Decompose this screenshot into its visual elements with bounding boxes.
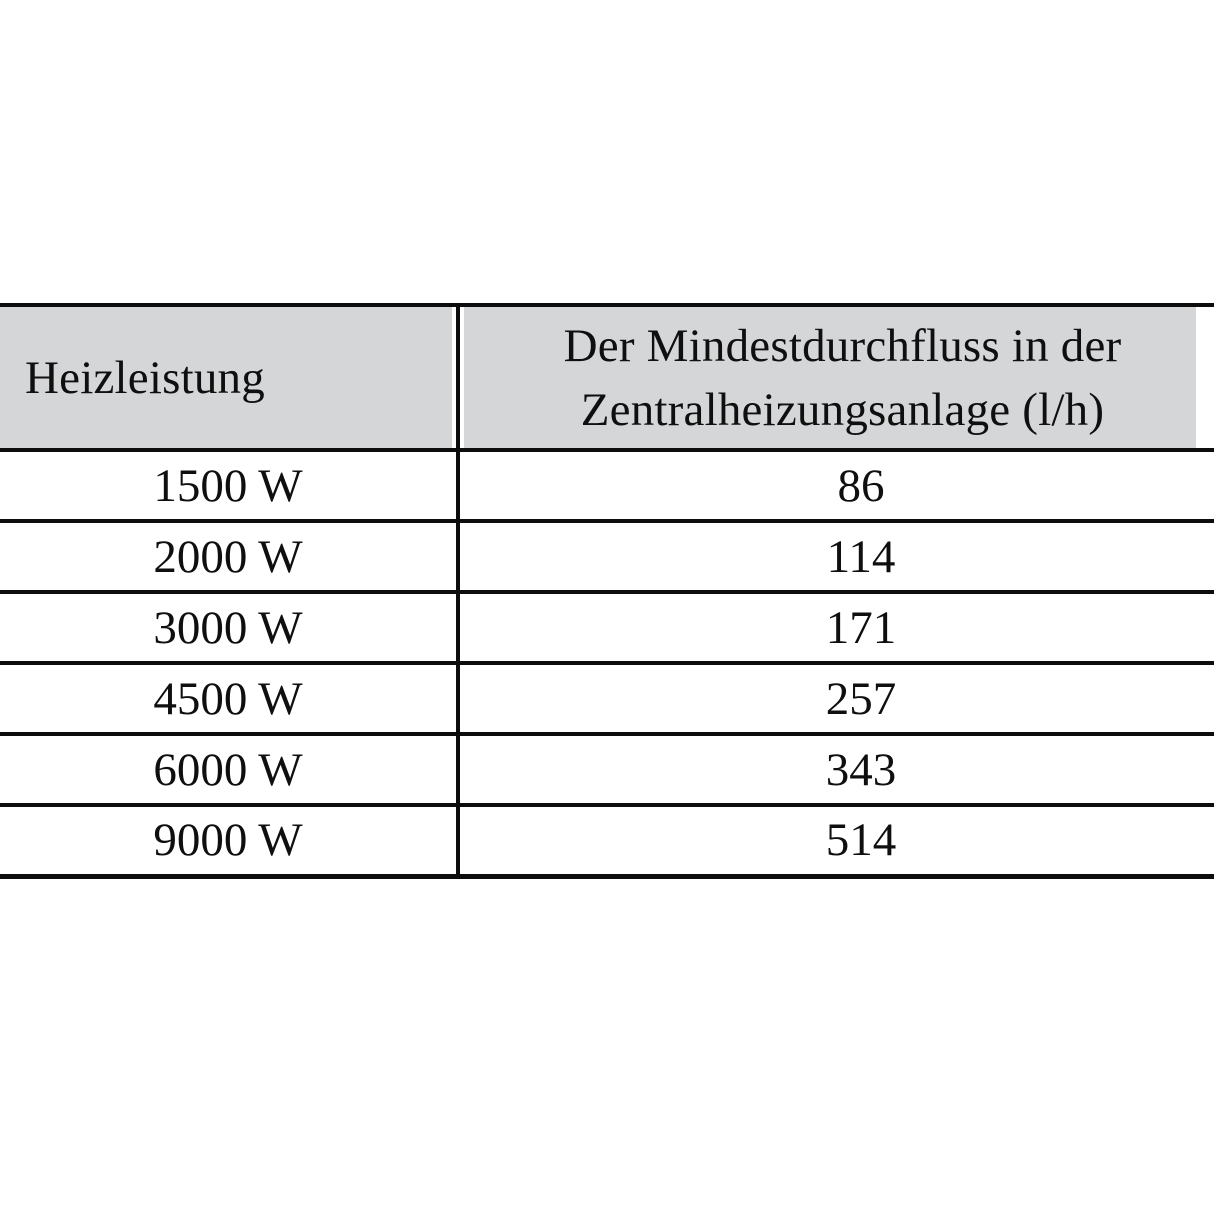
column-header-mindestdurchfluss-fill: Der Mindestdurchfluss in der Zentralheiz… <box>464 307 1196 448</box>
cell-heizleistung: 1500 W <box>0 448 460 523</box>
cell-mindestdurchfluss: 514 <box>458 803 1214 879</box>
column-header-heizleistung-label: Heizleistung <box>25 351 265 404</box>
column-header-mindestdurchfluss: Der Mindestdurchfluss in der Zentralheiz… <box>458 303 1214 452</box>
cell-mindestdurchfluss: 171 <box>458 590 1214 665</box>
cell-mindestdurchfluss: 257 <box>458 661 1214 736</box>
cell-heizleistung: 6000 W <box>0 732 460 807</box>
cell-heizleistung: 2000 W <box>0 519 460 594</box>
table-row: 3000 W 171 <box>0 590 1214 665</box>
column-header-heizleistung: Heizleistung <box>0 303 460 452</box>
spec-table-container: Heizleistung Der Mindestdurchfluss in de… <box>0 303 1214 879</box>
cell-mindestdurchfluss: 114 <box>458 519 1214 594</box>
cell-heizleistung: 9000 W <box>0 803 460 879</box>
table-body: 1500 W 86 2000 W 114 3000 W 171 4500 W 2… <box>0 448 1214 879</box>
table-row: 6000 W 343 <box>0 732 1214 807</box>
table-row: 1500 W 86 <box>0 448 1214 523</box>
column-header-heizleistung-fill: Heizleistung <box>0 307 452 448</box>
cell-mindestdurchfluss: 86 <box>458 448 1214 523</box>
table-row: 2000 W 114 <box>0 519 1214 594</box>
cell-heizleistung: 4500 W <box>0 661 460 736</box>
cell-heizleistung: 3000 W <box>0 590 460 665</box>
heating-power-flow-table: Heizleistung Der Mindestdurchfluss in de… <box>0 303 1214 879</box>
column-header-mindestdurchfluss-label: Der Mindestdurchfluss in der Zentralheiz… <box>563 319 1122 436</box>
table-header: Heizleistung Der Mindestdurchfluss in de… <box>0 303 1214 452</box>
cell-mindestdurchfluss: 343 <box>458 732 1214 807</box>
table-row: 4500 W 257 <box>0 661 1214 736</box>
table-row: 9000 W 514 <box>0 803 1214 879</box>
table-header-row: Heizleistung Der Mindestdurchfluss in de… <box>0 303 1214 452</box>
